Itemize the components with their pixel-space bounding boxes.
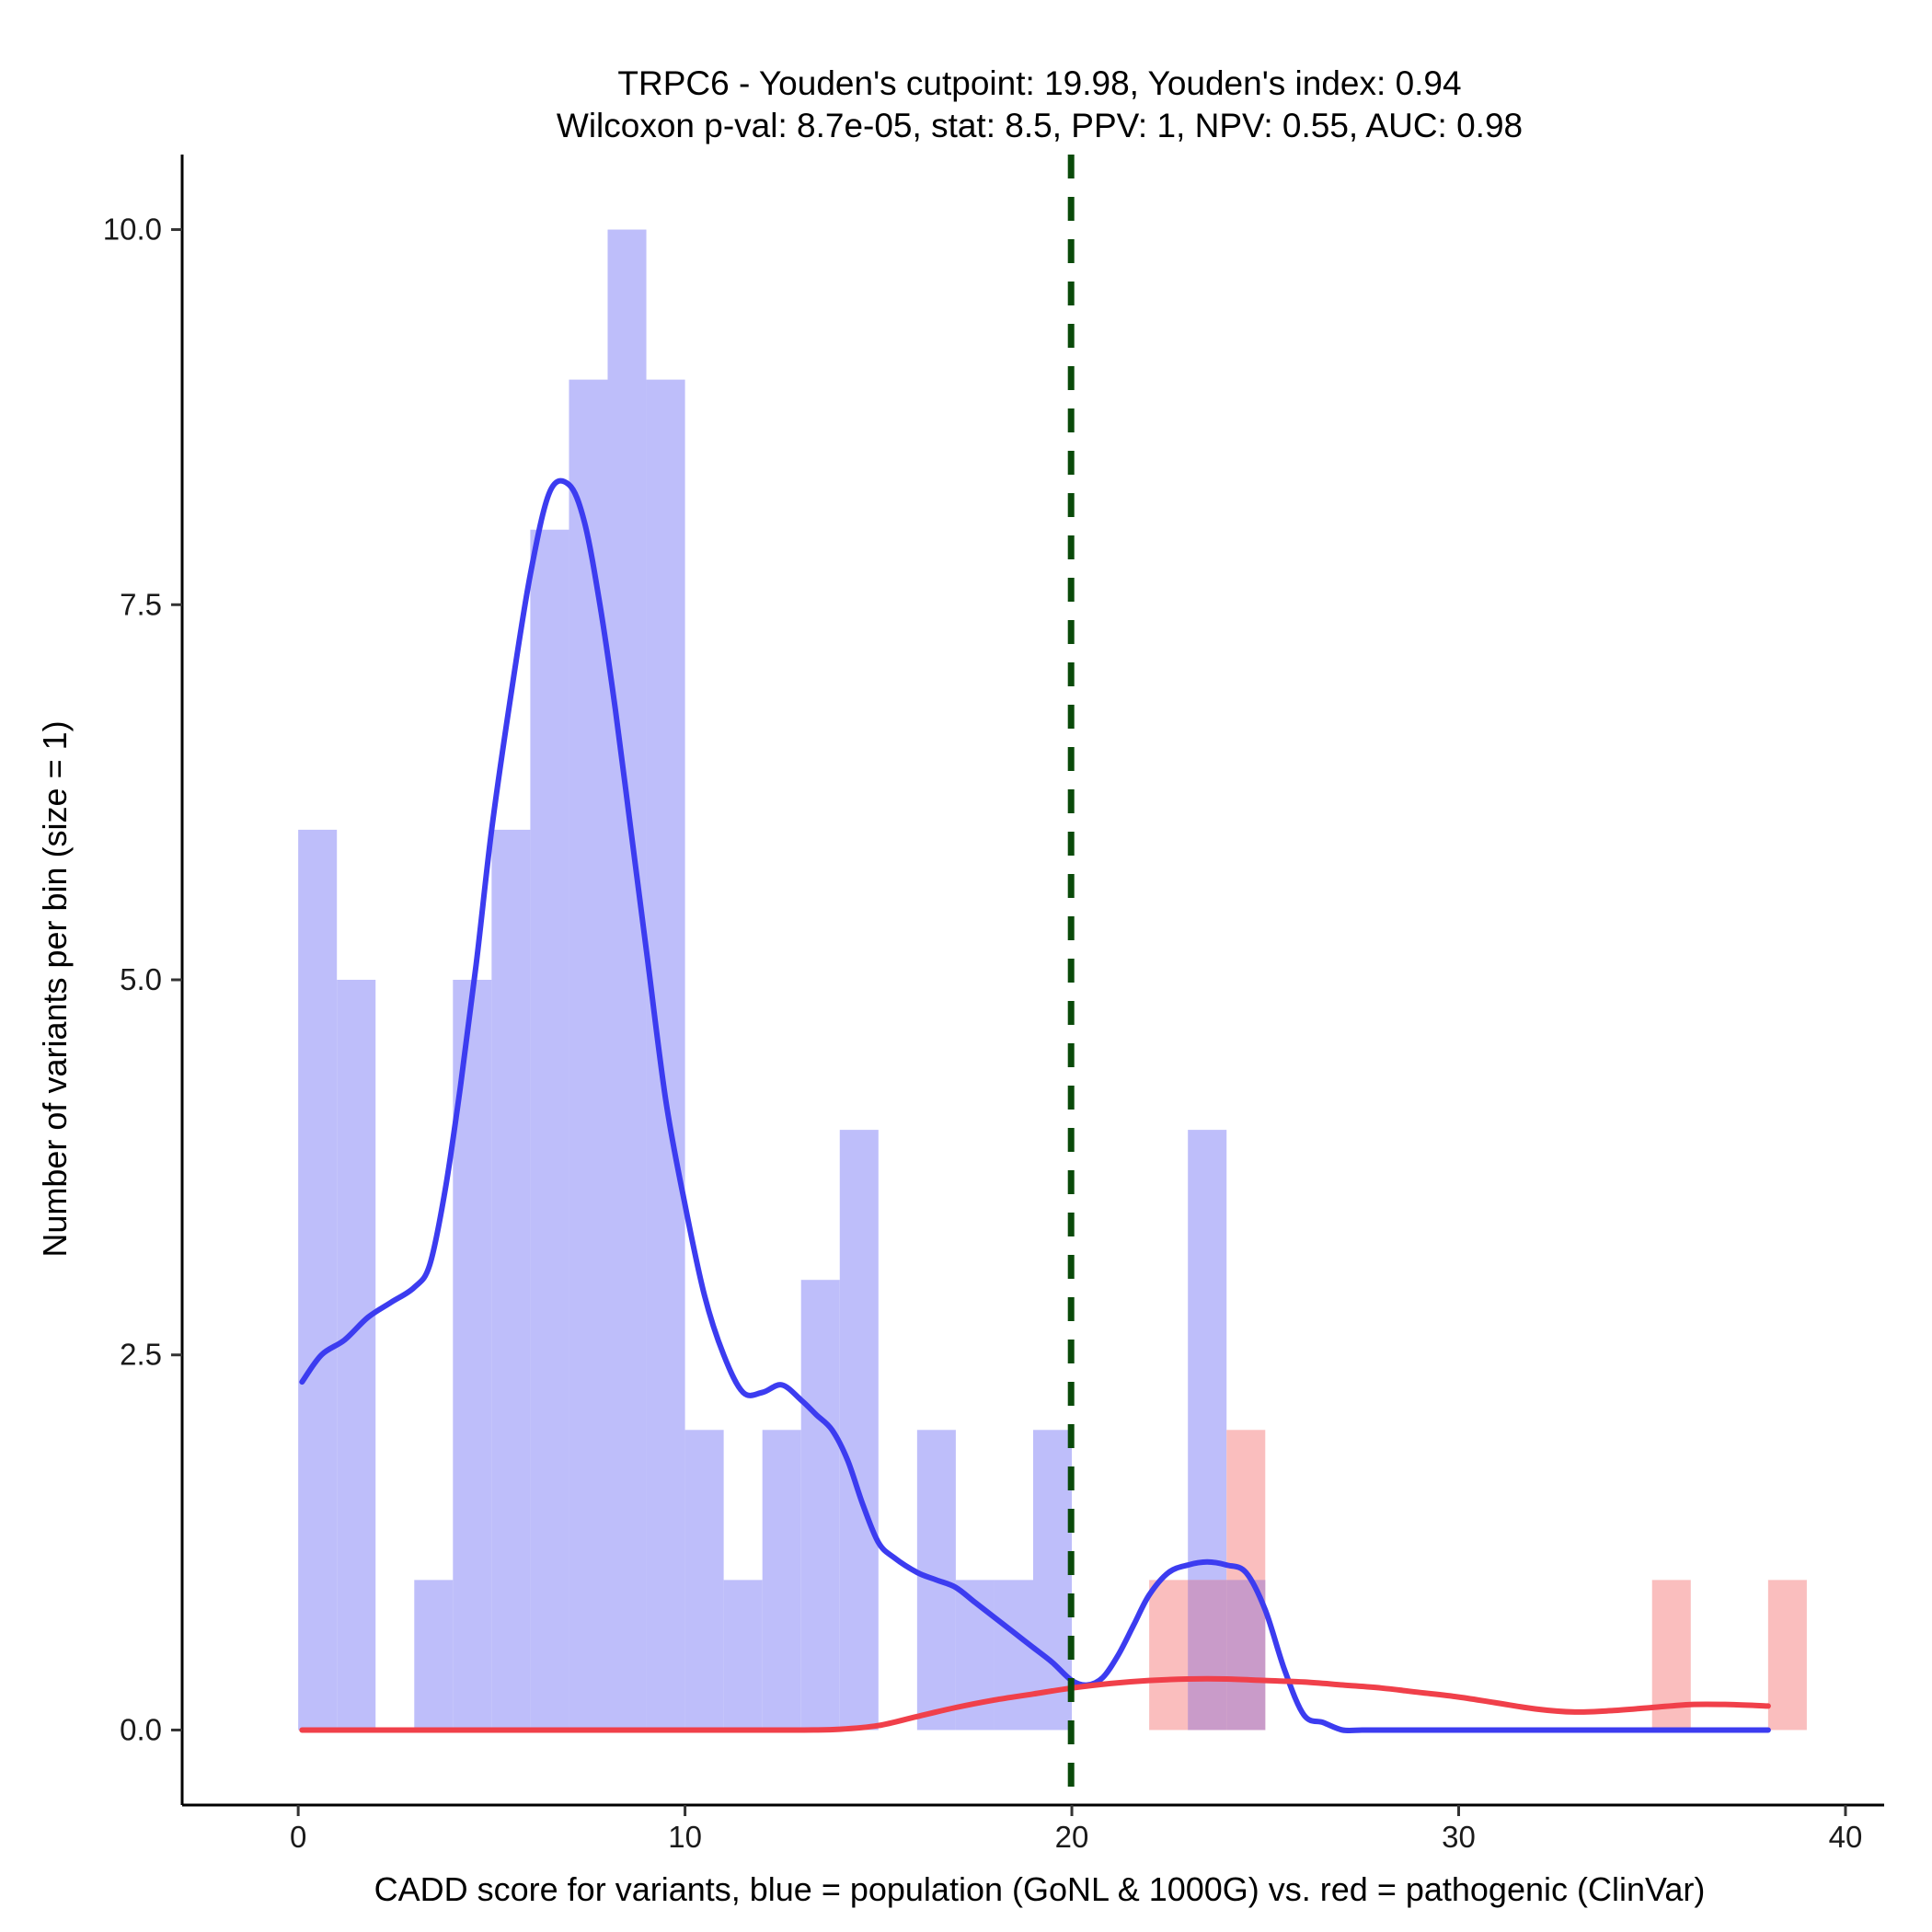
y-tick-label: 10.0 [103, 213, 162, 247]
x-tick-label: 0 [290, 1820, 306, 1854]
population-bar [414, 1580, 454, 1731]
population-density-line [299, 477, 1771, 1734]
overlap-histogram [1188, 1580, 1266, 1731]
pathogenic-bar [1767, 1580, 1807, 1731]
x-tick-label: 10 [668, 1820, 702, 1854]
density-curves [299, 477, 1771, 1734]
population-bar [298, 829, 338, 1731]
overlap-bar [1226, 1580, 1266, 1731]
y-tick-label: 2.5 [120, 1338, 162, 1372]
chart-subtitle: Wilcoxon p-val: 8.7e-05, stat: 8.5, PPV:… [557, 107, 1523, 144]
population-histogram [298, 229, 1266, 1731]
population-bar [723, 1580, 763, 1731]
chart-title: TRPC6 - Youden's cutpoint: 19.98, Youden… [617, 64, 1461, 102]
population-bar [684, 1430, 724, 1731]
y-tick-label: 0.0 [120, 1712, 162, 1746]
x-tick-label: 30 [1442, 1820, 1476, 1854]
population-bar [800, 1280, 840, 1731]
population-bar [491, 829, 531, 1731]
population-bar [839, 1130, 879, 1731]
population-bar [646, 379, 685, 1731]
overlap-bar [1188, 1580, 1227, 1731]
chart-title-group: TRPC6 - Youden's cutpoint: 19.98, Youden… [557, 64, 1523, 144]
population-bar [762, 1430, 801, 1731]
axes: 0 10 20 30 40 0.0 2.5 5.0 7.5 10.0 [103, 155, 1884, 1854]
y-tick-label: 5.0 [120, 962, 162, 996]
pathogenic-density-line [299, 1675, 1771, 1733]
pathogenic-bar [1149, 1580, 1189, 1731]
y-tick-label: 7.5 [120, 587, 162, 621]
population-bar [530, 529, 569, 1731]
population-bar [994, 1580, 1033, 1731]
population-bar [569, 379, 608, 1731]
x-tick-label: 20 [1055, 1820, 1089, 1854]
x-axis-title: CADD score for variants, blue = populati… [374, 1870, 1706, 1908]
population-bar [607, 229, 647, 1731]
population-bar [1033, 1430, 1073, 1731]
population-bar [337, 980, 376, 1731]
x-tick-label: 40 [1829, 1820, 1863, 1854]
y-axis-title: Number of variants per bin (size = 1) [36, 720, 74, 1257]
